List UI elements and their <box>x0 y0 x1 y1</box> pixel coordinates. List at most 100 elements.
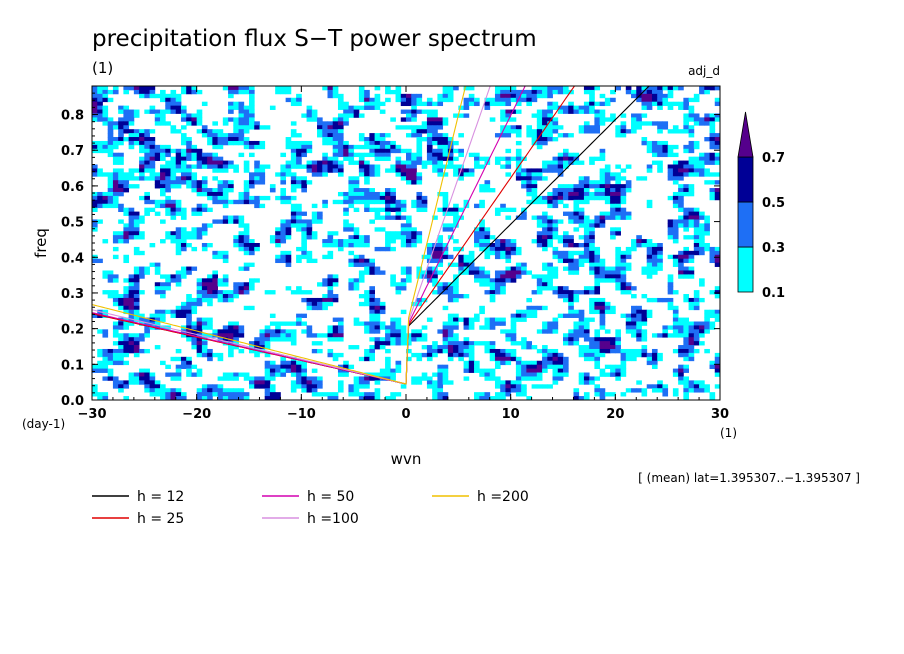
field-cell <box>400 227 407 232</box>
field-cell <box>672 321 679 326</box>
field-cell <box>154 121 161 126</box>
field-cell <box>332 243 339 248</box>
field-cell <box>296 384 302 389</box>
field-cell <box>327 156 334 161</box>
field-cell <box>358 239 365 244</box>
field-cell <box>118 137 124 142</box>
field-cell <box>369 172 375 177</box>
field-cell <box>447 337 454 342</box>
field-cell <box>139 274 145 279</box>
field-cell <box>505 246 512 252</box>
field-cell <box>379 309 386 315</box>
field-cell <box>447 325 454 330</box>
field-cell <box>552 101 559 107</box>
field-cell <box>358 164 365 169</box>
field-cell <box>102 117 109 122</box>
field-cell <box>170 388 177 393</box>
field-cell <box>306 258 313 264</box>
field-cell <box>709 290 716 295</box>
field-cell <box>128 278 135 283</box>
field-cell <box>332 294 339 299</box>
field-cell <box>144 164 150 169</box>
field-cell <box>97 144 103 150</box>
field-cell <box>327 86 334 91</box>
field-cell <box>395 144 402 150</box>
field-cell <box>374 140 381 146</box>
field-cell <box>128 309 135 315</box>
field-cell <box>249 117 255 122</box>
field-cell <box>594 388 601 393</box>
field-cell <box>573 203 580 209</box>
field-cell <box>688 117 695 122</box>
field-cell <box>112 231 119 236</box>
field-cell <box>500 278 506 283</box>
field-cell <box>180 168 187 173</box>
field-cell <box>421 325 428 330</box>
field-cell <box>500 356 506 362</box>
field-cell <box>406 152 412 158</box>
field-cell <box>521 368 527 373</box>
field-cell <box>437 286 444 291</box>
field-cell <box>97 113 103 118</box>
field-cell <box>594 290 601 295</box>
field-cell <box>160 219 166 224</box>
field-cell <box>526 313 532 318</box>
field-cell <box>133 231 140 236</box>
field-cell <box>463 86 470 91</box>
field-cell <box>400 235 407 240</box>
field-cell <box>301 239 307 244</box>
field-cell <box>657 168 663 173</box>
field-cell <box>144 211 150 216</box>
field-cell <box>583 376 590 381</box>
field-cell <box>311 172 318 177</box>
field-cell <box>102 144 109 150</box>
field-cell <box>489 250 496 256</box>
field-cell <box>175 239 182 244</box>
field-cell <box>547 203 553 209</box>
field-cell <box>238 223 245 228</box>
field-cell <box>667 274 674 279</box>
field-cell <box>489 368 496 373</box>
field-cell <box>97 105 103 110</box>
field-cell <box>505 215 512 220</box>
field-cell <box>416 203 423 209</box>
field-cell <box>416 301 423 307</box>
field-cell <box>133 129 140 134</box>
field-cell <box>458 266 464 271</box>
field-cell <box>631 121 637 126</box>
field-cell <box>615 274 621 279</box>
field-cell <box>463 113 470 118</box>
field-cell <box>243 113 250 118</box>
field-cell <box>254 341 260 346</box>
field-cell <box>505 360 512 366</box>
field-cell <box>453 140 459 146</box>
field-cell <box>515 274 522 279</box>
field-cell <box>489 297 496 303</box>
field-cell <box>599 337 606 342</box>
field-cell <box>500 86 506 91</box>
field-cell <box>500 109 506 114</box>
field-cell <box>568 294 574 299</box>
field-cell <box>406 156 412 161</box>
field-cell <box>683 325 689 330</box>
field-cell <box>672 392 679 397</box>
field-cell <box>175 184 182 189</box>
field-cell <box>542 325 548 330</box>
field-cell <box>133 227 140 232</box>
field-cell <box>280 258 287 264</box>
field-cell <box>249 376 255 381</box>
field-cell <box>453 172 459 177</box>
field-cell <box>552 121 559 126</box>
field-cell <box>222 282 229 287</box>
field-cell <box>337 317 344 322</box>
field-cell <box>290 223 297 228</box>
field-cell <box>573 191 580 197</box>
field-cell <box>222 392 229 397</box>
field-cell <box>296 180 302 185</box>
field-cell <box>505 337 512 342</box>
field-cell <box>123 180 130 185</box>
field-cell <box>447 345 454 350</box>
field-cell <box>212 250 218 256</box>
field-cell <box>568 156 574 161</box>
field-cell <box>411 352 417 358</box>
